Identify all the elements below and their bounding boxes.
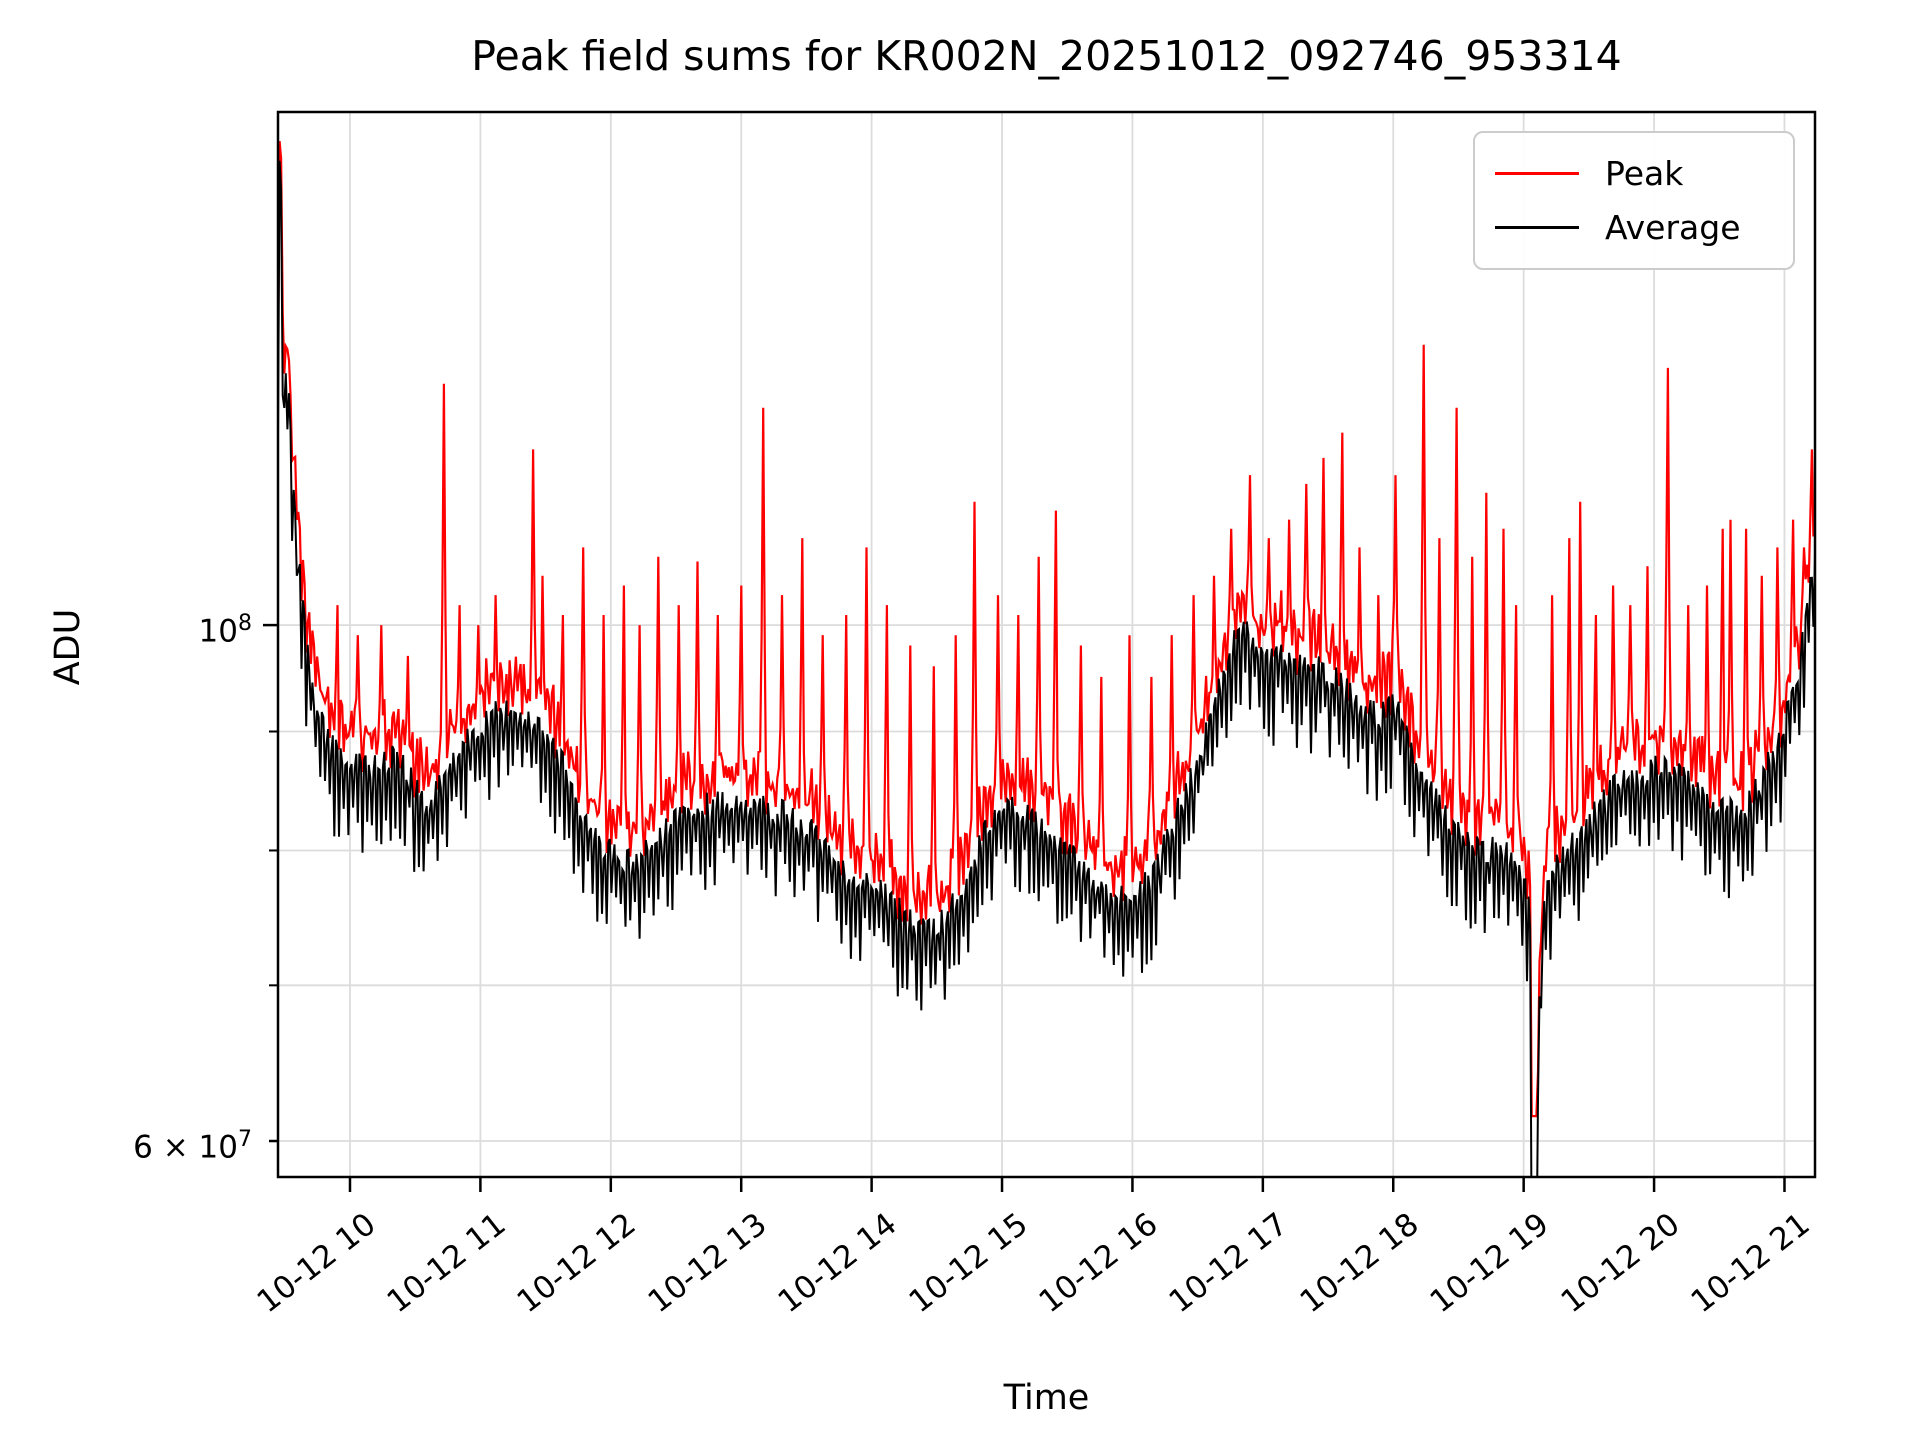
- average-line-sample-icon: [1495, 226, 1579, 229]
- tick-marks: [263, 623, 1786, 1192]
- plot-frame: [276, 110, 1817, 1179]
- chart-title: Peak field sums for KR002N_20251012_0927…: [471, 32, 1622, 80]
- legend-label-average: Average: [1605, 208, 1741, 247]
- gridlines: [278, 112, 1815, 1177]
- legend: Peak Average: [1473, 131, 1795, 270]
- legend-label-peak: Peak: [1605, 154, 1684, 193]
- y-tick-label: 6 × 107: [133, 1127, 252, 1166]
- peak-series-line: [278, 141, 1815, 1118]
- y-tick-label: 108: [198, 611, 252, 650]
- x-axis-label: Time: [1003, 1378, 1090, 1418]
- legend-entry-peak: Peak: [1495, 154, 1773, 193]
- peak-line-sample-icon: [1495, 172, 1579, 175]
- average-series-line: [278, 160, 1815, 1177]
- legend-entry-average: Average: [1495, 208, 1773, 247]
